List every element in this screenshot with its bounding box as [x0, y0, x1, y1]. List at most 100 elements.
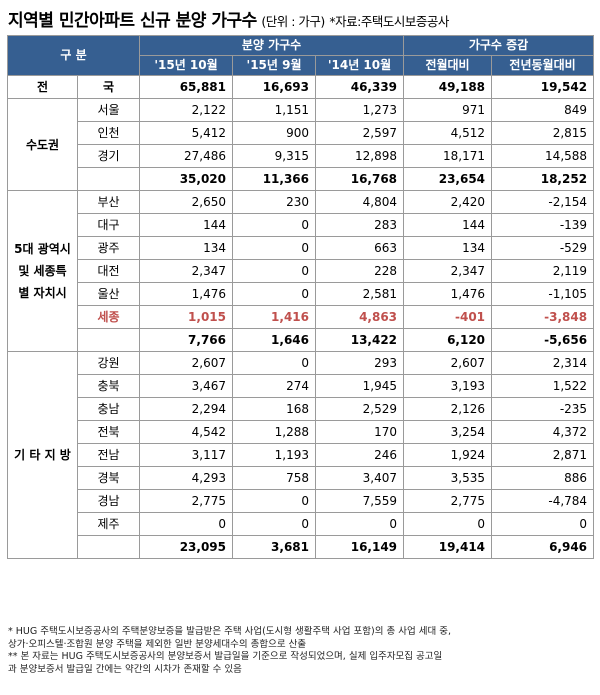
table-cell: 0 [232, 512, 317, 536]
table-row: 수도권 서울 2,122 1,151 1,273 971 849 [7, 98, 595, 191]
subtotal-row: 7,766 1,646 13,422 6,120 -5,656 [8, 328, 595, 352]
region-name: 강원 [76, 351, 141, 375]
table-cell: 293 [315, 351, 405, 375]
table-cell: 27,486 [139, 144, 234, 168]
subtotal-cell: 1,646 [232, 328, 317, 352]
table-cell: 3,467 [139, 374, 234, 398]
footnote-line: 상가·오피스텔·조합원 분양 주택을 제외한 일반 분양세대수의 총합으로 산출 [8, 638, 307, 650]
region-name: 대구 [76, 213, 141, 237]
table-cell: -139 [491, 213, 595, 237]
region-name: 부산 [76, 190, 141, 214]
table-cell: -401 [403, 305, 493, 329]
table-cell: 168 [232, 397, 317, 421]
table-cell: 14,588 [491, 144, 595, 168]
footnote-line: 과 분양보증서 발급일 간에는 약간의 시차가 존재할 수 있음 [8, 663, 242, 675]
table-cell: 1,193 [232, 443, 317, 467]
table-cell: -2,154 [491, 190, 595, 214]
region-name: 전남 [76, 443, 141, 467]
region-name: 충북 [76, 374, 141, 398]
title-unit: (단위 : 가구) [261, 14, 325, 29]
table-cell: 3,193 [403, 374, 493, 398]
table-cell: 246 [315, 443, 405, 467]
table-cell: 663 [315, 236, 405, 260]
table-row: 충남 2,294 168 2,529 2,126 -235 [8, 397, 595, 421]
table-cell: 5,412 [139, 121, 234, 145]
table-row: 세종 1,015 1,416 4,863 -401 -3,848 [8, 305, 595, 329]
footnote-line: ** 본 자료는 HUG 주택도시보증공사의 분양보증서 발급일을 기준으로 작… [8, 651, 443, 662]
subtotal-row: 35,020 11,366 16,768 23,654 18,252 [8, 167, 595, 191]
table-cell: 12,898 [315, 144, 405, 168]
table-cell: 4,293 [139, 466, 234, 490]
subtotal-cell: 7,766 [139, 328, 234, 352]
subtotal-cell: 6,946 [491, 535, 595, 559]
table-cell: 0 [315, 512, 405, 536]
subtotal-cell: 18,252 [491, 167, 595, 191]
subtotal-cell: 16,768 [315, 167, 405, 191]
header-col: '15년 10월 [139, 55, 234, 76]
table-cell: 230 [232, 190, 317, 214]
header-col: 전년동월대비 [491, 55, 595, 76]
table-row: 제주 0 0 0 0 0 [8, 512, 595, 536]
table-cell: 170 [315, 420, 405, 444]
sales-table: 구 분 분양 가구수 가구수 증감 '15년 10월 '15년 9월 '14년 … [6, 35, 595, 559]
table-cell: 2,314 [491, 351, 595, 375]
table-cell: 19,542 [491, 75, 595, 99]
subtotal-cell: 23,095 [139, 535, 234, 559]
region-name: 인천 [76, 121, 141, 145]
table-cell: 3,254 [403, 420, 493, 444]
table-cell: 3,535 [403, 466, 493, 490]
subtotal-cell: 13,422 [315, 328, 405, 352]
header-col: '14년 10월 [315, 55, 405, 76]
region-name: 경북 [76, 466, 141, 490]
table-cell: 2,581 [315, 282, 405, 306]
region-name: 경남 [76, 489, 141, 513]
table-cell: 4,542 [139, 420, 234, 444]
table-cell: 283 [315, 213, 405, 237]
table-cell: 18,171 [403, 144, 493, 168]
subtotal-label [76, 328, 141, 352]
table-cell: 0 [232, 259, 317, 283]
table-cell: 2,529 [315, 397, 405, 421]
subtotal-label [76, 167, 141, 191]
table-cell: 9,315 [232, 144, 317, 168]
region-group-label: 5대 광역시 및 세종특별 자치시 [7, 190, 78, 352]
table-cell: 1,015 [139, 305, 234, 329]
table-cell: -235 [491, 397, 595, 421]
table-cell: 1,924 [403, 443, 493, 467]
table-cell: 971 [403, 98, 493, 122]
table-cell: 144 [139, 213, 234, 237]
table-cell: 0 [139, 512, 234, 536]
header-gubun: 구 분 [6, 35, 141, 76]
title-source: *자료:주택도시보증공사 [329, 14, 449, 29]
table-cell: 2,294 [139, 397, 234, 421]
footnotes: * HUG 주택도시보증공사의 주택분양보증을 발급받은 주택 사업(도시형 생… [8, 626, 594, 676]
table-cell: 1,151 [232, 98, 317, 122]
table-row: 광주 134 0 663 134 -529 [8, 236, 595, 260]
region-name: 서울 [76, 98, 141, 122]
table-cell: 0 [491, 512, 595, 536]
table-row: 울산 1,476 0 2,581 1,476 -1,105 [8, 282, 595, 306]
table-row: 대구 144 0 283 144 -139 [8, 213, 595, 237]
header-col: 전월대비 [403, 55, 493, 76]
table-cell: 0 [403, 512, 493, 536]
subtotal-cell: -5,656 [491, 328, 595, 352]
region-name: 세종 [76, 305, 141, 329]
table-cell: -529 [491, 236, 595, 260]
subtotal-cell: 16,149 [315, 535, 405, 559]
table-row: 경남 2,775 0 7,559 2,775 -4,784 [8, 489, 595, 513]
subtotal-cell: 23,654 [403, 167, 493, 191]
header-sales-group: 분양 가구수 [139, 35, 405, 56]
table-cell: 0 [232, 489, 317, 513]
page-title: 지역별 민간아파트 신규 분양 가구수 (단위 : 가구) *자료:주택도시보증… [8, 6, 449, 31]
subtotal-cell: 19,414 [403, 535, 493, 559]
header-change-group: 가구수 증감 [403, 35, 595, 56]
table-cell: 2,815 [491, 121, 595, 145]
table-cell: 1,945 [315, 374, 405, 398]
table-cell: 2,420 [403, 190, 493, 214]
table-row: 경북 4,293 758 3,407 3,535 886 [8, 466, 595, 490]
table-cell: 0 [232, 213, 317, 237]
table-cell: 3,407 [315, 466, 405, 490]
table-row: 전북 4,542 1,288 170 3,254 4,372 [8, 420, 595, 444]
table-cell: 1,522 [491, 374, 595, 398]
table-cell: 16,693 [232, 75, 317, 99]
